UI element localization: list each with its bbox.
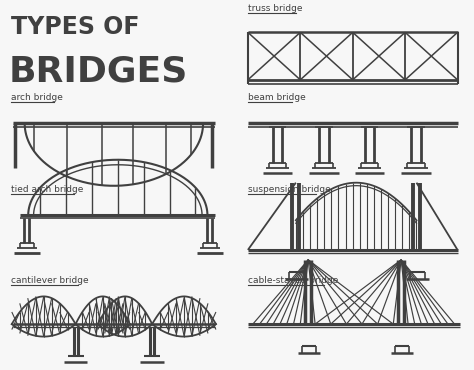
Text: suspension bridge: suspension bridge [248, 185, 331, 194]
Text: truss bridge: truss bridge [248, 4, 302, 13]
Text: tied arch bridge: tied arch bridge [10, 185, 83, 194]
Text: arch bridge: arch bridge [10, 92, 63, 102]
Text: cantilever bridge: cantilever bridge [10, 276, 88, 285]
Text: BRIDGES: BRIDGES [9, 54, 188, 88]
Text: beam bridge: beam bridge [248, 92, 306, 102]
Text: cable-stayed bridge: cable-stayed bridge [248, 276, 338, 285]
Text: TYPES OF: TYPES OF [10, 14, 139, 38]
